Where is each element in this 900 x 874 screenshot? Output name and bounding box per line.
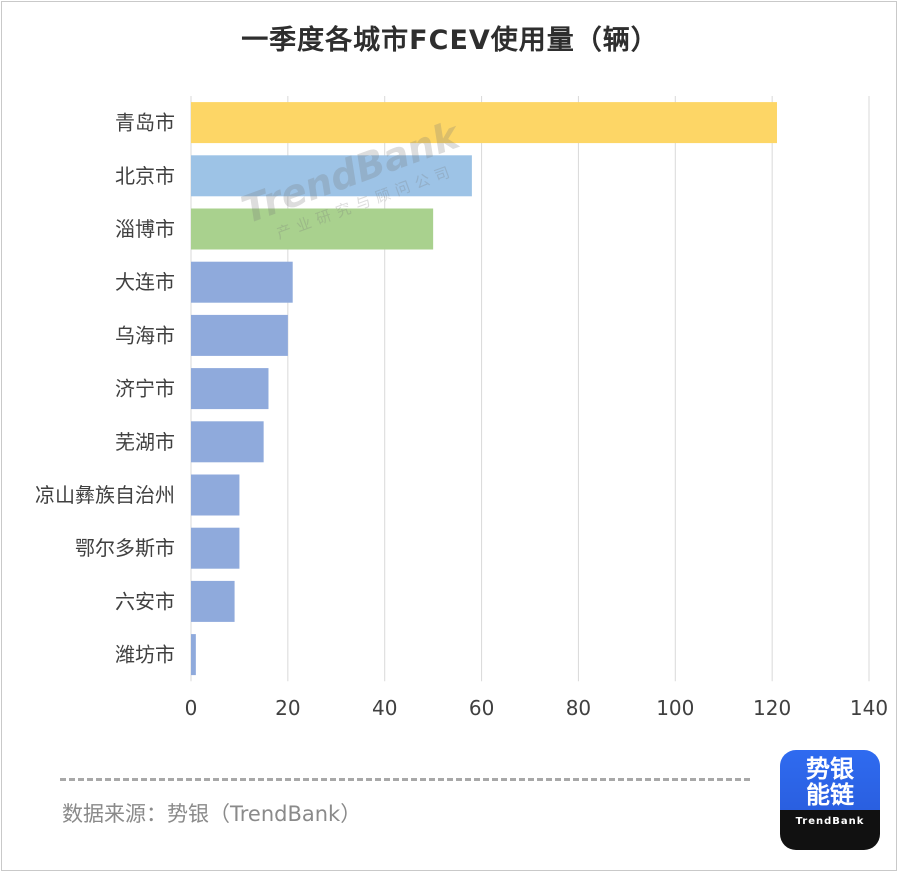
logo-line1: 势银 — [806, 755, 854, 783]
category-label: 大连市 — [115, 270, 175, 294]
bar — [191, 634, 196, 676]
x-tick-label: 100 — [656, 696, 694, 720]
x-tick-label: 140 — [850, 696, 888, 720]
bar — [191, 421, 264, 463]
logo-brand: TrendBank — [795, 816, 865, 827]
x-tick-label: 20 — [275, 696, 300, 720]
trendbank-logo: 势银 能链 TrendBank — [780, 750, 880, 850]
bar — [191, 368, 269, 410]
category-label: 六安市 — [115, 589, 175, 613]
bar — [191, 102, 777, 144]
category-label: 鄂尔多斯市 — [75, 536, 175, 560]
category-label: 青岛市 — [115, 111, 175, 135]
chart-title: 一季度各城市FCEV使用量（辆） — [241, 25, 659, 56]
source-text: 数据来源：势银（TrendBank） — [62, 802, 362, 826]
bar — [191, 261, 293, 303]
bar — [191, 155, 472, 197]
x-tick-label: 0 — [185, 696, 198, 720]
bar — [191, 580, 235, 622]
category-label: 济宁市 — [115, 377, 175, 401]
category-label: 潍坊市 — [115, 643, 175, 667]
bar — [191, 527, 240, 569]
x-tick-label: 40 — [372, 696, 397, 720]
bar — [191, 208, 434, 250]
category-label: 乌海市 — [115, 323, 175, 347]
x-tick-labels: 0 20 40 60 80 100 120 140 — [185, 696, 888, 720]
category-label: 淄博市 — [115, 217, 175, 241]
x-tick-label: 80 — [566, 696, 591, 720]
bar — [191, 314, 288, 356]
bars — [191, 102, 777, 676]
category-label: 芜湖市 — [115, 430, 175, 454]
bar — [191, 474, 240, 516]
category-label: 凉山彝族自治州 — [35, 483, 175, 507]
x-tick-label: 120 — [753, 696, 791, 720]
divider — [60, 778, 750, 781]
category-label: 北京市 — [115, 164, 175, 188]
logo-line2: 能链 — [806, 781, 854, 809]
x-tick-label: 60 — [469, 696, 494, 720]
